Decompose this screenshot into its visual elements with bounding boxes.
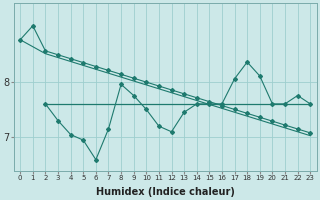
- X-axis label: Humidex (Indice chaleur): Humidex (Indice chaleur): [96, 187, 235, 197]
